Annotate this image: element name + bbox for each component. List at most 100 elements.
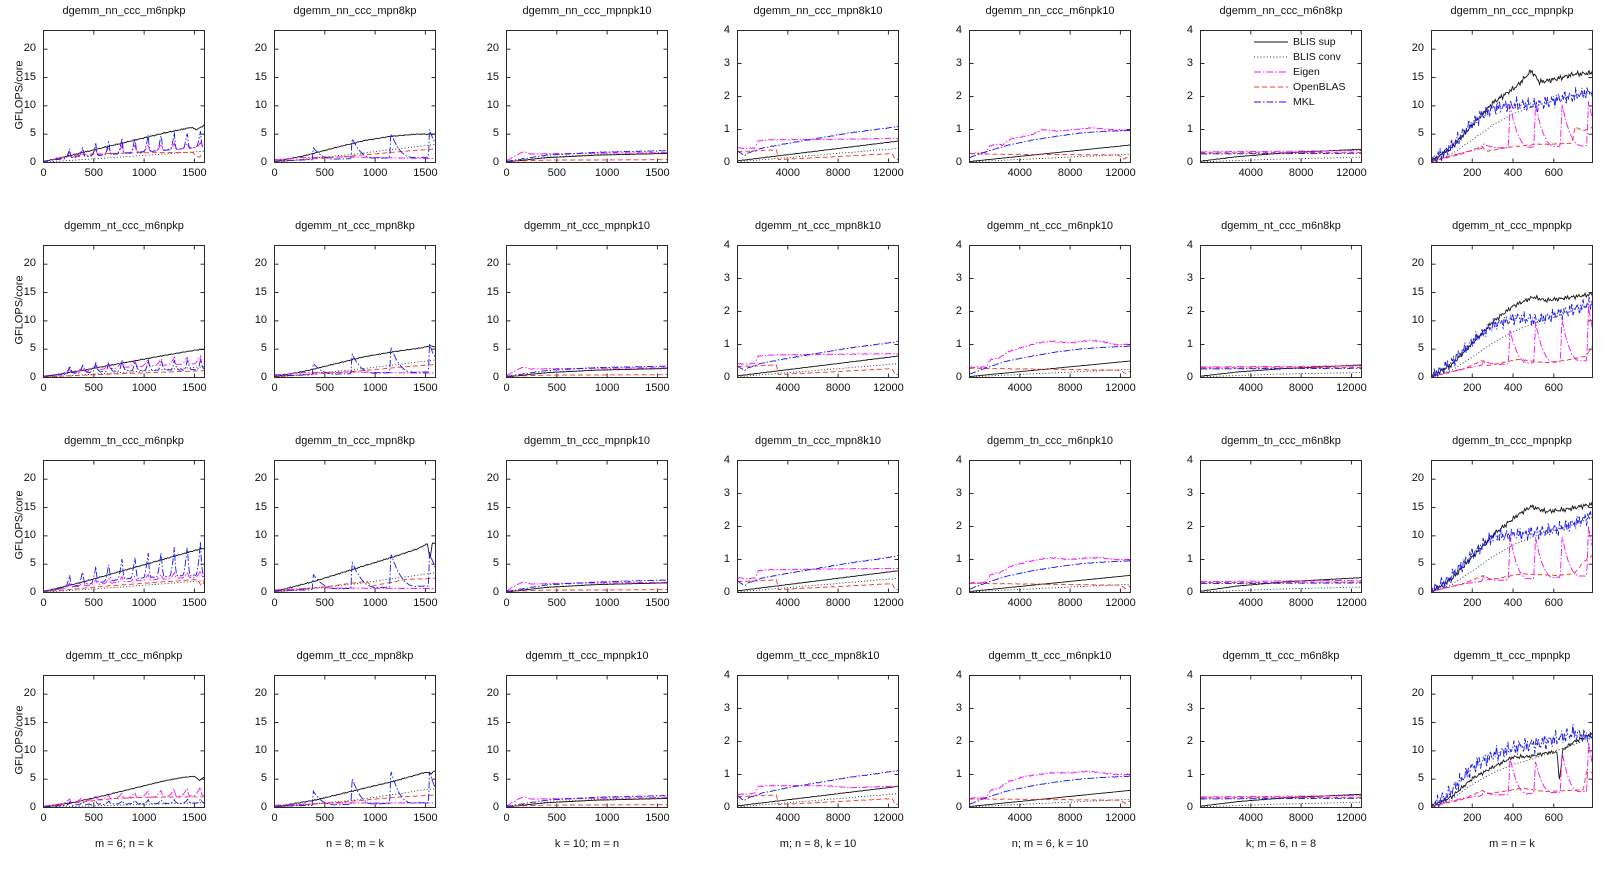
y-tick-label: 4 xyxy=(1186,238,1193,251)
y-tick-label: 15 xyxy=(486,70,499,83)
x-tick-label: 4000 xyxy=(1238,812,1264,824)
x-tick-label: 600 xyxy=(1544,382,1563,394)
y-tick-label: 0 xyxy=(1417,800,1424,813)
x-tick-label: 1500 xyxy=(182,597,207,609)
y-tick-label: 4 xyxy=(955,23,962,36)
series-line-sup xyxy=(738,140,898,162)
series-line-mkl xyxy=(1432,296,1592,377)
x-tick-label: 1000 xyxy=(131,382,157,394)
x-tick-label: 400 xyxy=(1503,812,1523,824)
x-tick-label: 12000 xyxy=(1105,812,1136,824)
y-tick-label: 15 xyxy=(254,70,267,83)
y-tick-label: 0 xyxy=(492,800,499,813)
y-tick-label: 15 xyxy=(254,500,267,513)
chart-canvas xyxy=(1200,30,1362,163)
y-tick-label: 2 xyxy=(1186,304,1193,317)
x-tick-label: 600 xyxy=(1544,812,1563,824)
x-tick-label: 4000 xyxy=(1238,167,1264,179)
series-line-mkl xyxy=(1201,797,1361,800)
y-tick-label: 3 xyxy=(723,486,730,499)
series-line-conv xyxy=(738,363,898,377)
series-line-openblas xyxy=(970,152,1130,160)
series-line-openblas xyxy=(507,159,667,162)
y-tick-label: 0 xyxy=(29,585,36,598)
subplot-dgemm_tt_ccc_mpn8k10: dgemm_tt_ccc_mpn8k10 4000 8000 12000 0 1 2 3 4 m;… xyxy=(694,645,925,874)
x-tick-label: 0 xyxy=(271,597,278,609)
y-tick-label: 20 xyxy=(23,687,36,700)
series-line-openblas xyxy=(1201,581,1361,584)
y-tick-label: 2 xyxy=(723,519,730,532)
y-tick-label: 1 xyxy=(955,337,962,350)
plot-border xyxy=(274,30,436,163)
chart-canvas xyxy=(274,245,436,378)
chart-title: dgemm_nn_ccc_mpn8k10 xyxy=(753,5,883,17)
legend-entry-eigen: Eigen xyxy=(1254,64,1346,79)
x-tick-label: 0 xyxy=(503,167,510,179)
x-tick-label: 4000 xyxy=(1007,597,1033,609)
chart-canvas xyxy=(43,30,205,163)
y-tick-label: 0 xyxy=(29,370,36,383)
x-tick-label: 1500 xyxy=(413,812,438,824)
subplot-dgemm_nt_ccc_m6npk10: dgemm_nt_ccc_m6npk10 4000 8000 12000 0 1 2 3 4 xyxy=(926,215,1157,444)
chart-canvas xyxy=(274,460,436,593)
series-line-conv xyxy=(738,793,898,807)
legend-label: MKL xyxy=(1293,95,1315,108)
y-tick-label: 10 xyxy=(254,313,267,326)
y-tick-label: 0 xyxy=(492,155,499,168)
y-tick-label: 5 xyxy=(492,772,499,785)
y-tick-label: 20 xyxy=(254,257,267,270)
y-tick-label: 0 xyxy=(260,155,267,168)
series-line-mkl xyxy=(275,343,435,377)
y-tick-label: 4 xyxy=(955,238,962,251)
plot-border xyxy=(274,675,436,808)
series-line-openblas xyxy=(738,364,898,376)
chart-canvas xyxy=(1200,245,1362,378)
plot-border xyxy=(1200,245,1362,378)
y-tick-label: 3 xyxy=(955,486,962,499)
series-line-mkl xyxy=(275,771,435,807)
x-tick-label: 8000 xyxy=(1288,382,1314,394)
series-line-eigen xyxy=(275,156,435,161)
series-line-sup xyxy=(275,133,435,162)
x-tick-label: 0 xyxy=(271,382,278,394)
series-line-sup xyxy=(970,574,1130,592)
chart-canvas xyxy=(737,245,899,378)
plot-border xyxy=(506,30,668,163)
series-line-mkl xyxy=(44,797,204,807)
x-tick-label: 12000 xyxy=(873,167,904,179)
x-tick-label: 1500 xyxy=(413,382,438,394)
chart-title: dgemm_tn_ccc_mpn8k10 xyxy=(755,435,881,447)
y-tick-label: 20 xyxy=(1411,472,1424,485)
y-tick-label: 2 xyxy=(955,734,962,747)
subplot-dgemm_tt_ccc_mpn8kp: dgemm_tt_ccc_mpn8kp 0 500 1000 1500 0 5 10 15 20 n… xyxy=(231,645,462,874)
series-line-sup xyxy=(507,367,667,377)
y-tick-label: 20 xyxy=(486,42,499,55)
series-line-sup xyxy=(1432,292,1592,377)
chart-title: dgemm_tn_ccc_mpnpkp xyxy=(1452,435,1572,447)
x-tick-label: 4000 xyxy=(775,597,801,609)
y-tick-label: 1 xyxy=(1186,552,1193,565)
subplot-dgemm_nn_ccc_m6n8kp: dgemm_nn_ccc_m6n8kp 4000 8000 12000 0 1 2 3 4 BLI… xyxy=(1157,0,1388,229)
y-tick-label: 4 xyxy=(1186,23,1193,36)
series-line-openblas xyxy=(507,804,667,807)
x-tick-label: 8000 xyxy=(1288,812,1314,824)
x-tick-label: 600 xyxy=(1544,597,1563,609)
subplot-dgemm_tn_ccc_mpn8kp: dgemm_tn_ccc_mpn8kp 0 500 1000 1500 0 5 10 15 20 xyxy=(231,430,462,659)
plot-border xyxy=(737,460,899,593)
chart-canvas xyxy=(43,460,205,593)
chart-title: dgemm_nn_ccc_m6npk10 xyxy=(985,5,1115,17)
series-line-conv xyxy=(1432,303,1592,377)
chart-title: dgemm_nn_ccc_mpn8kp xyxy=(293,5,417,17)
plot-border xyxy=(1200,460,1362,593)
y-tick-label: 15 xyxy=(23,70,36,83)
y-tick-label: 2 xyxy=(955,519,962,532)
y-tick-label: 5 xyxy=(1417,772,1424,785)
chart-canvas xyxy=(43,675,205,808)
y-axis-label: GFLOPS/core xyxy=(13,490,26,560)
x-tick-label: 1000 xyxy=(131,167,157,179)
chart-canvas xyxy=(1431,675,1593,808)
series-line-eigen xyxy=(738,784,898,796)
series-line-openblas xyxy=(275,577,435,592)
legend-line-icon-mkl xyxy=(1254,100,1288,103)
y-tick-label: 20 xyxy=(23,472,36,485)
